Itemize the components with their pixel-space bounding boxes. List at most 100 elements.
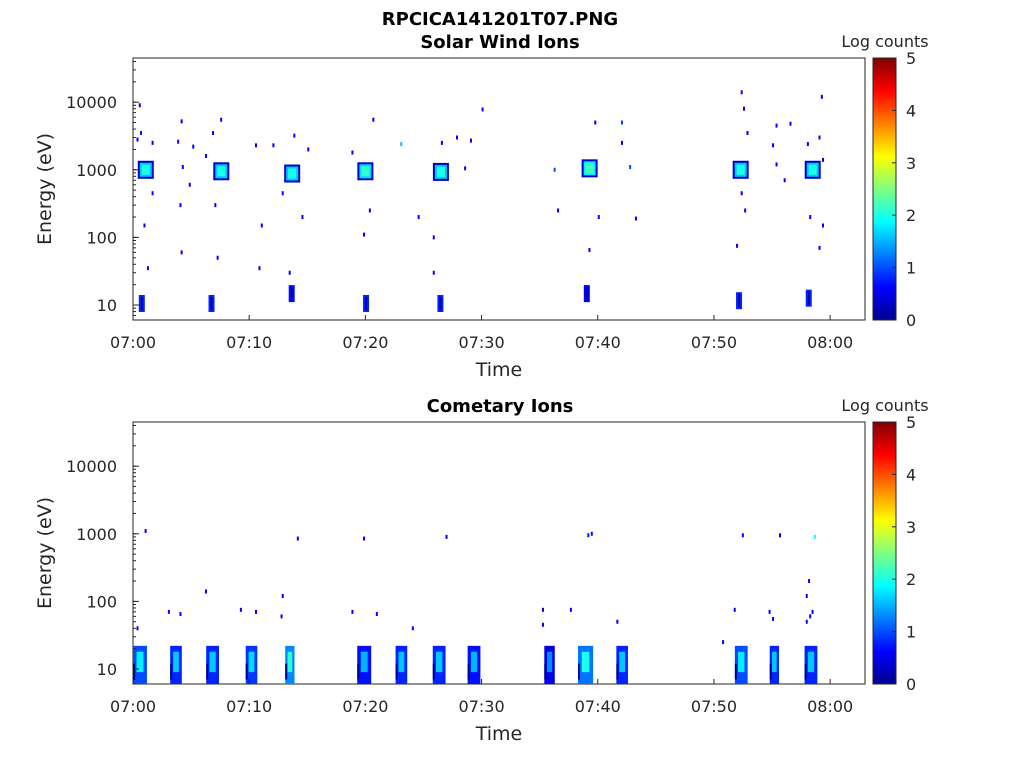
- scatter-point: [741, 533, 744, 538]
- scatter-point: [822, 223, 825, 228]
- scatter-point: [553, 167, 556, 172]
- colorbar-tick-label: 1: [906, 623, 916, 642]
- y-axis-label: Energy (eV): [34, 497, 56, 609]
- scatter-point: [481, 107, 484, 112]
- scatter-point: [557, 208, 560, 213]
- scatter-point: [138, 103, 141, 108]
- cluster-core: [808, 164, 817, 175]
- scatter-point: [616, 619, 619, 624]
- scatter-point: [351, 609, 354, 614]
- y-axis-label: Energy (eV): [34, 133, 56, 245]
- x-tick-label: 07:20: [342, 333, 388, 352]
- scatter-point: [180, 250, 183, 255]
- scatter-point: [372, 117, 375, 122]
- x-tick-label: 07:50: [691, 333, 737, 352]
- x-tick-label: 08:00: [807, 697, 853, 716]
- x-tick-label: 07:00: [110, 697, 156, 716]
- y-tick-label: 10: [97, 660, 117, 679]
- scatter-point: [192, 144, 195, 149]
- scatter-point: [445, 534, 448, 539]
- scatter-point: [177, 139, 180, 144]
- scatter-point: [375, 612, 378, 617]
- scatter-point: [432, 235, 435, 240]
- scatter-point: [740, 90, 743, 95]
- colorbar: [872, 421, 897, 685]
- cluster-core: [361, 166, 370, 177]
- plot-area: [132, 421, 866, 685]
- figure-title: RPCICA141201T07.PNG: [382, 9, 618, 30]
- scatter-point: [569, 607, 572, 612]
- scatter-point: [146, 266, 149, 271]
- low-energy-band-core: [470, 651, 478, 673]
- y-tick-label: 10000: [66, 93, 117, 112]
- scatter-point: [733, 607, 736, 612]
- cluster-core: [288, 168, 297, 179]
- scatter-point: [789, 121, 792, 126]
- low-energy-burst-core: [439, 297, 442, 311]
- scatter-point: [239, 607, 242, 612]
- x-axis-label: Time: [475, 723, 523, 745]
- scatter-point: [464, 166, 467, 171]
- scatter-point: [805, 594, 808, 599]
- colorbar-label: Log counts: [841, 396, 928, 415]
- scatter-point: [775, 123, 778, 128]
- scatter-point: [783, 178, 786, 183]
- y-tick-label: 100: [86, 592, 117, 611]
- scatter-point: [590, 531, 593, 536]
- scatter-point: [293, 133, 296, 138]
- x-tick-label: 07:40: [575, 333, 621, 352]
- low-energy-burst-core: [738, 294, 741, 308]
- scatter-point: [281, 191, 284, 196]
- scatter-point: [469, 138, 472, 143]
- cluster-core: [736, 164, 745, 175]
- panel-title: Cometary Ions: [427, 396, 574, 417]
- low-energy-band-core: [173, 651, 179, 673]
- scatter-point: [822, 157, 825, 162]
- low-energy-burst-core: [210, 297, 213, 311]
- scatter-point: [809, 215, 812, 220]
- colorbar-tick-label: 2: [906, 570, 916, 589]
- scatter-point: [736, 243, 739, 248]
- scatter-point: [181, 164, 184, 169]
- low-energy-band-edge: [133, 663, 135, 680]
- colorbar-tick-label: 3: [906, 518, 916, 537]
- panel-title: Solar Wind Ions: [420, 32, 579, 53]
- colorbar-ticks: 0 1 2 3 4 5: [892, 413, 916, 694]
- colorbar-tick-label: 1: [906, 259, 916, 278]
- scatter-point: [144, 528, 147, 533]
- low-energy-band-edge: [357, 663, 360, 680]
- low-energy-band-edge: [467, 663, 470, 680]
- scatter-point: [205, 153, 208, 158]
- x-tick-label: 07:30: [459, 697, 505, 716]
- scatter-point: [180, 119, 183, 124]
- scatter-point: [216, 255, 219, 260]
- scatter-point: [740, 191, 743, 196]
- scatter-point: [136, 137, 139, 142]
- x-axis-label: Time: [475, 359, 523, 381]
- low-energy-band-core: [807, 651, 815, 673]
- scatter-point: [587, 533, 590, 538]
- scatter-point: [363, 536, 366, 541]
- scatter-point: [151, 140, 154, 145]
- y-tick-label: 10000: [66, 457, 117, 476]
- low-energy-band-edge: [285, 663, 288, 680]
- spectrogram-marks: [133, 528, 818, 684]
- scatter-point: [456, 135, 459, 140]
- scatter-point: [775, 162, 778, 167]
- low-energy-band-core: [619, 651, 626, 673]
- low-energy-band-edge: [206, 663, 209, 680]
- low-energy-band-core: [287, 651, 293, 673]
- scatter-point: [136, 626, 139, 631]
- y-axis-ticks: 10 1000 100 10000: [66, 424, 139, 685]
- cluster-core: [141, 164, 150, 175]
- colorbar-ticks: 0 1 2 3 4 5: [892, 49, 916, 330]
- low-energy-band-edge: [170, 663, 173, 680]
- colorbar-tick-label: 4: [906, 101, 916, 120]
- scatter-point: [417, 215, 420, 220]
- low-energy-band-core: [248, 651, 255, 673]
- scatter-point: [744, 208, 747, 213]
- scatter-point: [811, 609, 814, 614]
- scatter-point: [621, 120, 623, 125]
- scatter-point: [820, 94, 823, 99]
